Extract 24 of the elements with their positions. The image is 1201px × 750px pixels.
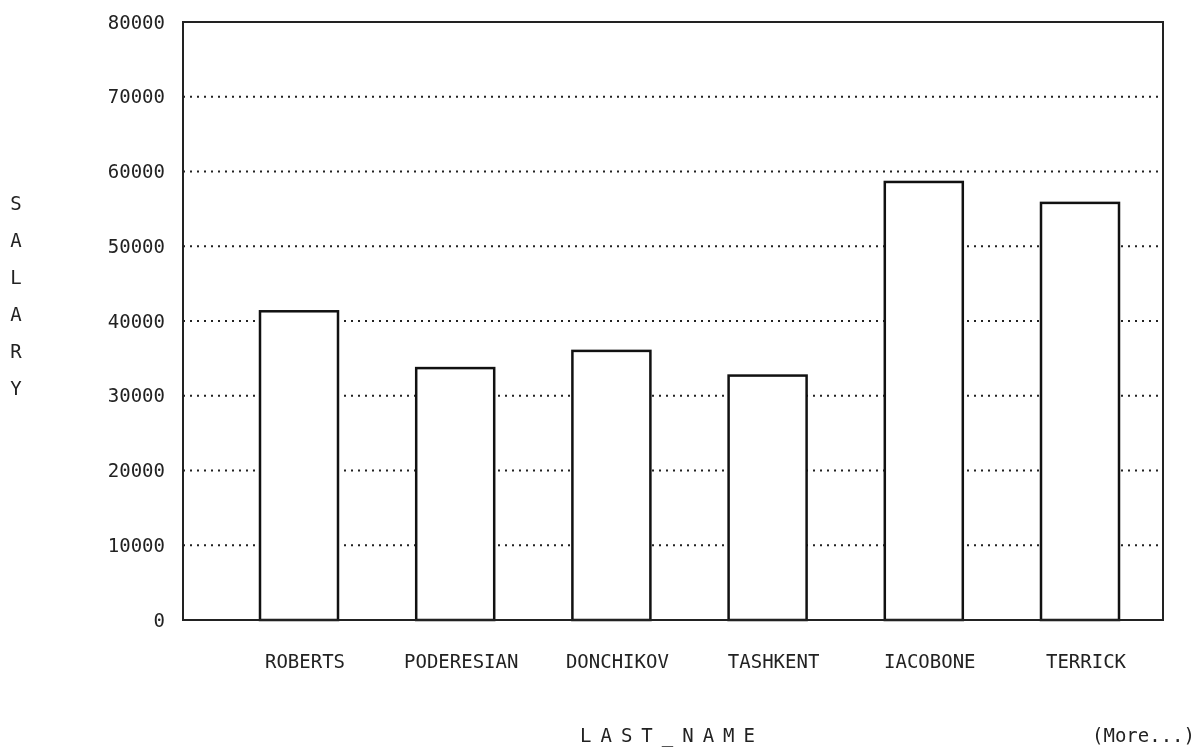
bar xyxy=(414,366,496,622)
y-tick-label: 40000 xyxy=(107,309,165,332)
bar xyxy=(1039,201,1121,622)
x-tick-label: ROBERTS xyxy=(264,650,346,672)
x-tick-label: TERRICK xyxy=(1045,650,1127,672)
bar xyxy=(883,180,965,622)
y-tick-label: 0 xyxy=(153,608,165,631)
bar xyxy=(727,374,808,622)
text: (More...) xyxy=(1092,724,1195,746)
y-tick-label: 60000 xyxy=(107,160,165,183)
x-tick-label: DONCHIKOV xyxy=(565,650,669,672)
x-tick-label: IACOBONE xyxy=(884,650,976,672)
x-tick-label: TASHKENT xyxy=(727,650,820,672)
x-tick-label: PODERESIAN xyxy=(404,650,519,672)
y-tick-label: 10000 xyxy=(107,533,165,556)
y-tick-label: 20000 xyxy=(107,459,165,482)
bar xyxy=(571,349,652,622)
y-axis-title: SALARY xyxy=(10,192,23,399)
y-tick-label: 30000 xyxy=(107,384,165,407)
x-axis-title: LAST_NAME xyxy=(580,724,764,747)
y-tick-label: 70000 xyxy=(107,85,165,108)
y-tick-label: 80000 xyxy=(107,10,165,33)
y-tick-label: 50000 xyxy=(107,234,165,257)
bar xyxy=(258,310,340,622)
